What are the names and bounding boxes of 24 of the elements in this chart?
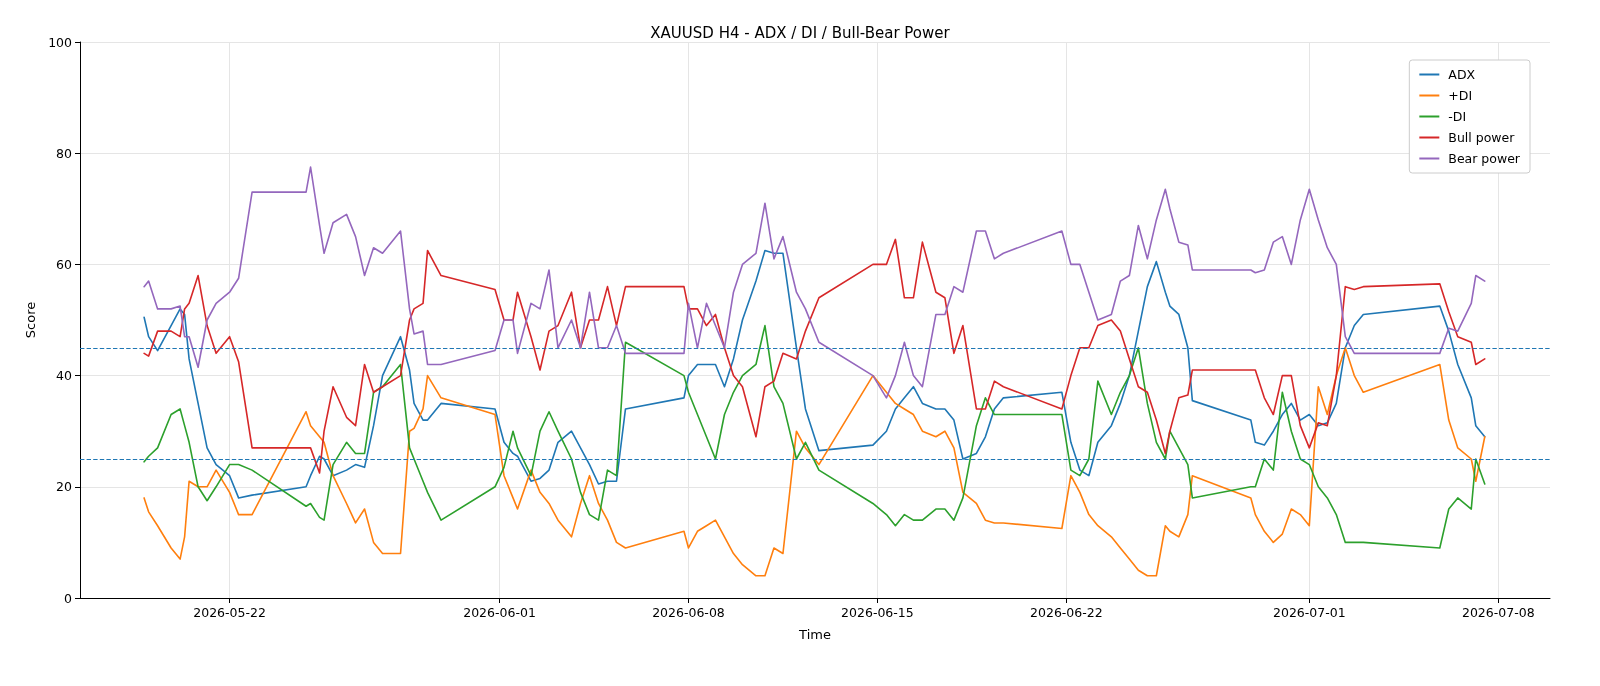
legend-label: ADX: [1448, 67, 1476, 82]
x-tick-label: 2026-06-08: [652, 605, 725, 620]
y-tick-label: 60: [56, 256, 73, 272]
legend-label: -DI: [1448, 109, 1467, 124]
x-tick-label: 2026-05-22: [193, 605, 266, 620]
line-series: [143, 324, 1486, 549]
x-tick-label: 2026-06-22: [1030, 605, 1103, 620]
y-tick-label: 0: [64, 590, 73, 606]
x-axis-title: Time: [798, 627, 831, 642]
legend-label: +DI: [1448, 88, 1473, 103]
x-tick-label: 2026-07-01: [1272, 605, 1346, 620]
chart-title: XAUUSD H4 - ADX / DI / Bull-Bear Power: [650, 23, 951, 42]
y-tick-label: 80: [56, 145, 73, 161]
line-series: [143, 166, 1486, 399]
x-tick-label: 2026-07-08: [1461, 605, 1535, 620]
legend-label: Bear power: [1448, 151, 1521, 166]
x-tick-label: 2026-06-15: [841, 605, 914, 620]
x-tick-label: 2026-06-01: [463, 605, 536, 620]
legend-label: Bull power: [1448, 130, 1516, 145]
y-tick-label: 40: [56, 368, 73, 384]
line-series: [143, 347, 1486, 577]
y-tick-label: 20: [56, 479, 73, 495]
y-axis-title: Score: [23, 301, 39, 339]
y-tick-label: 100: [48, 34, 73, 50]
